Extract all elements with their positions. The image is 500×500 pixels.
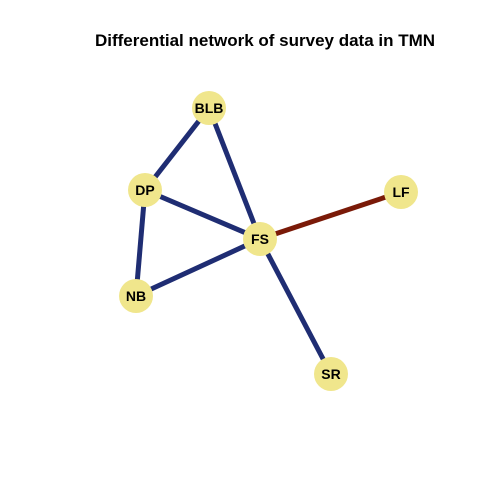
chart-title: Differential network of survey data in T…: [94, 31, 436, 50]
node-label-nb: NB: [126, 288, 146, 304]
node-lf: LF: [384, 175, 418, 209]
node-label-blb: BLB: [195, 100, 224, 116]
edge-blb-fs: [206, 107, 263, 240]
node-nb: NB: [119, 279, 153, 313]
node-circle-nb: [119, 279, 153, 313]
node-label-lf: LF: [392, 184, 410, 200]
edge-fs-lf: [259, 189, 402, 242]
node-label-dp: DP: [135, 182, 154, 198]
edge-dp-nb: [133, 189, 148, 297]
nodes-layer: BLB DP LF FS NB SR: [119, 91, 418, 391]
node-circle-dp: [128, 173, 162, 207]
node-circle-lf: [384, 175, 418, 209]
node-blb: BLB: [192, 91, 226, 125]
node-circle-fs: [243, 222, 277, 256]
edge-nb-fs: [134, 236, 262, 299]
node-fs: FS: [243, 222, 277, 256]
edge-dp-fs: [144, 187, 261, 242]
node-label-sr: SR: [321, 366, 340, 382]
node-label-fs: FS: [251, 231, 269, 247]
edge-blb-dp: [143, 106, 211, 192]
node-sr: SR: [314, 357, 348, 391]
edge-fs-sr: [257, 237, 334, 376]
edges-layer: [133, 106, 402, 376]
node-circle-sr: [314, 357, 348, 391]
node-circle-blb: [192, 91, 226, 125]
node-dp: DP: [128, 173, 162, 207]
